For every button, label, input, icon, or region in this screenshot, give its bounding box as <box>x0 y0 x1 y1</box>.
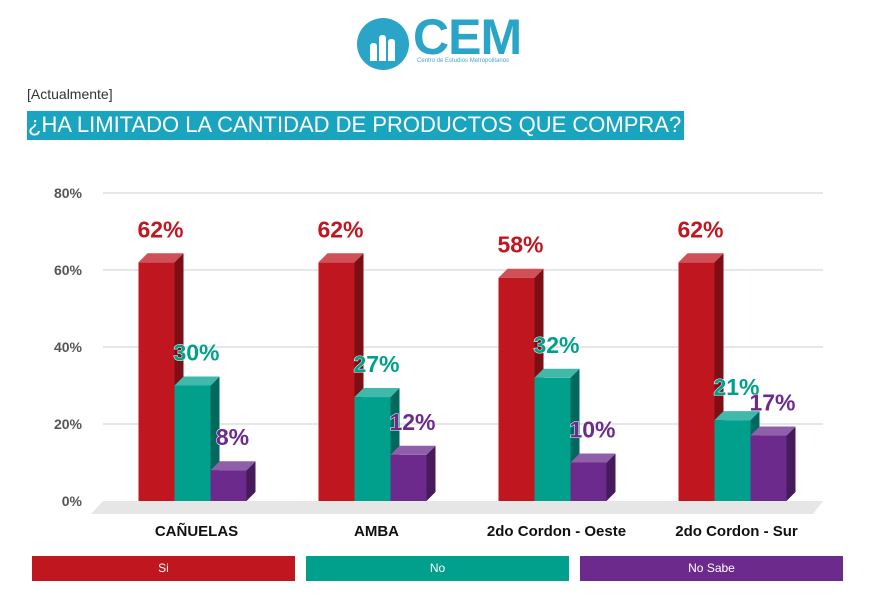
bar-front <box>570 462 607 501</box>
bar-front <box>498 277 535 501</box>
bar-top <box>354 388 400 398</box>
cem-logo: CEM Centro de Estudios Metropolitanos <box>357 9 522 72</box>
y-tick-label: 60% <box>54 262 83 278</box>
bar-top <box>714 411 760 421</box>
data-label: 62% <box>677 216 723 242</box>
category-label: 2do Cordon - Oeste <box>487 523 626 540</box>
bar-top <box>678 253 724 263</box>
data-label: 58% <box>497 232 543 258</box>
buildings-icon <box>357 18 409 70</box>
bar-top <box>750 426 796 436</box>
data-label: 27% <box>353 351 399 377</box>
data-label: 10% <box>569 417 615 443</box>
bar-front <box>174 385 211 501</box>
bar-top <box>534 368 580 378</box>
data-label: 21% <box>713 374 759 400</box>
bar-front <box>138 262 175 501</box>
y-tick-label: 80% <box>54 185 83 201</box>
bar-no-sabe <box>390 445 436 501</box>
bar-side <box>246 461 256 501</box>
y-tick-label: 20% <box>54 416 83 432</box>
legend-no-sabe-label: No Sabe <box>688 561 735 575</box>
data-label: 30% <box>173 340 219 366</box>
bar-side <box>426 445 436 501</box>
legend-si-label: Si <box>158 561 169 575</box>
bar-top <box>498 268 544 278</box>
data-label: 17% <box>749 390 795 416</box>
bar-side <box>606 453 616 501</box>
bar-front <box>318 262 355 501</box>
bar-front <box>678 262 715 501</box>
data-label: 8% <box>216 424 249 450</box>
legend-no-sabe: No Sabe <box>580 556 843 581</box>
chart-floor <box>91 501 823 514</box>
bar-front <box>354 397 391 501</box>
category-label: 2do Cordon - Sur <box>675 523 798 540</box>
data-label: 32% <box>533 332 579 358</box>
y-tick-label: 0% <box>62 493 83 509</box>
logo-subtitle: Centro de Estudios Metropolitanos <box>417 58 510 64</box>
bar-top <box>210 461 256 471</box>
category-label: CAÑUELAS <box>155 522 238 540</box>
legend-si: Si <box>32 556 295 581</box>
bar-no <box>714 411 760 501</box>
bar-front <box>210 470 247 501</box>
bar-side <box>786 426 796 501</box>
bar-top <box>318 253 364 263</box>
bar-top <box>390 445 436 455</box>
y-tick-label: 40% <box>54 339 83 355</box>
bar-top <box>570 453 616 463</box>
bar-no-sabe <box>210 461 256 501</box>
legend-no-label: No <box>429 561 446 575</box>
context-label: [Actualmente] <box>27 86 113 102</box>
legend-no: No <box>306 556 569 581</box>
bar-front <box>390 454 427 501</box>
bar-front <box>750 435 787 501</box>
data-label: 62% <box>317 216 363 242</box>
logo-text: CEM <box>413 9 522 65</box>
bar-top <box>174 376 220 386</box>
bar-front <box>534 377 571 501</box>
question-title: ¿HA LIMITADO LA CANTIDAD DE PRODUCTOS QU… <box>27 111 685 140</box>
bar-front <box>714 420 751 501</box>
bar-top <box>138 253 184 263</box>
category-label: AMBA <box>354 523 399 540</box>
data-label: 12% <box>389 409 435 435</box>
data-label: 62% <box>137 216 183 242</box>
bar-no-sabe <box>570 453 616 501</box>
bar-no-sabe <box>750 426 796 501</box>
